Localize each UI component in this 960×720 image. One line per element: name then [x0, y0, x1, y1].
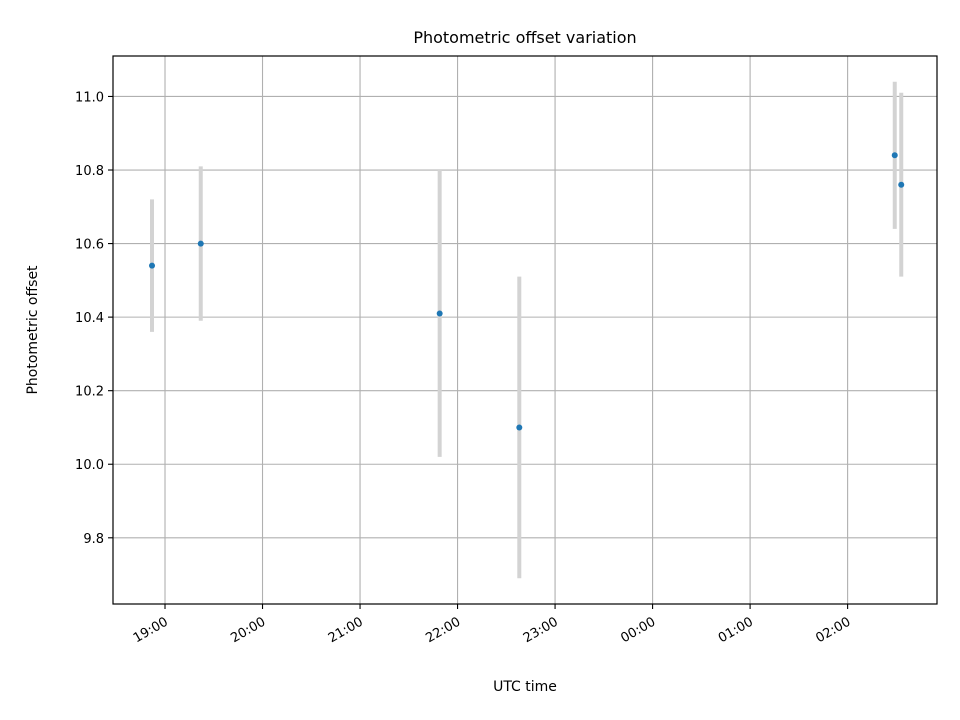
- data-points: [149, 152, 905, 431]
- chart-title: Photometric offset variation: [413, 28, 636, 47]
- y-axis-label: Photometric offset: [25, 265, 41, 395]
- data-point: [516, 424, 523, 431]
- data-point: [898, 181, 905, 188]
- y-tick-label: 10.0: [75, 458, 104, 473]
- data-point: [891, 152, 898, 159]
- y-tick-label: 10.2: [75, 385, 104, 400]
- data-point: [149, 262, 156, 269]
- y-tick-label: 10.8: [75, 164, 104, 179]
- plot-frame: [112, 55, 938, 605]
- y-tick-label: 9.8: [83, 532, 104, 547]
- y-axis: 9.8 10.0 10.2 10.4 10.6 10.8 11.0: [75, 90, 113, 547]
- y-tick-label: 10.6: [75, 238, 104, 253]
- data-point: [436, 310, 443, 317]
- data-point: [197, 240, 204, 247]
- y-tick-label: 11.0: [75, 90, 104, 105]
- x-axis-label: UTC time: [493, 679, 557, 695]
- y-tick-label: 10.4: [75, 311, 104, 326]
- grid: [113, 56, 937, 604]
